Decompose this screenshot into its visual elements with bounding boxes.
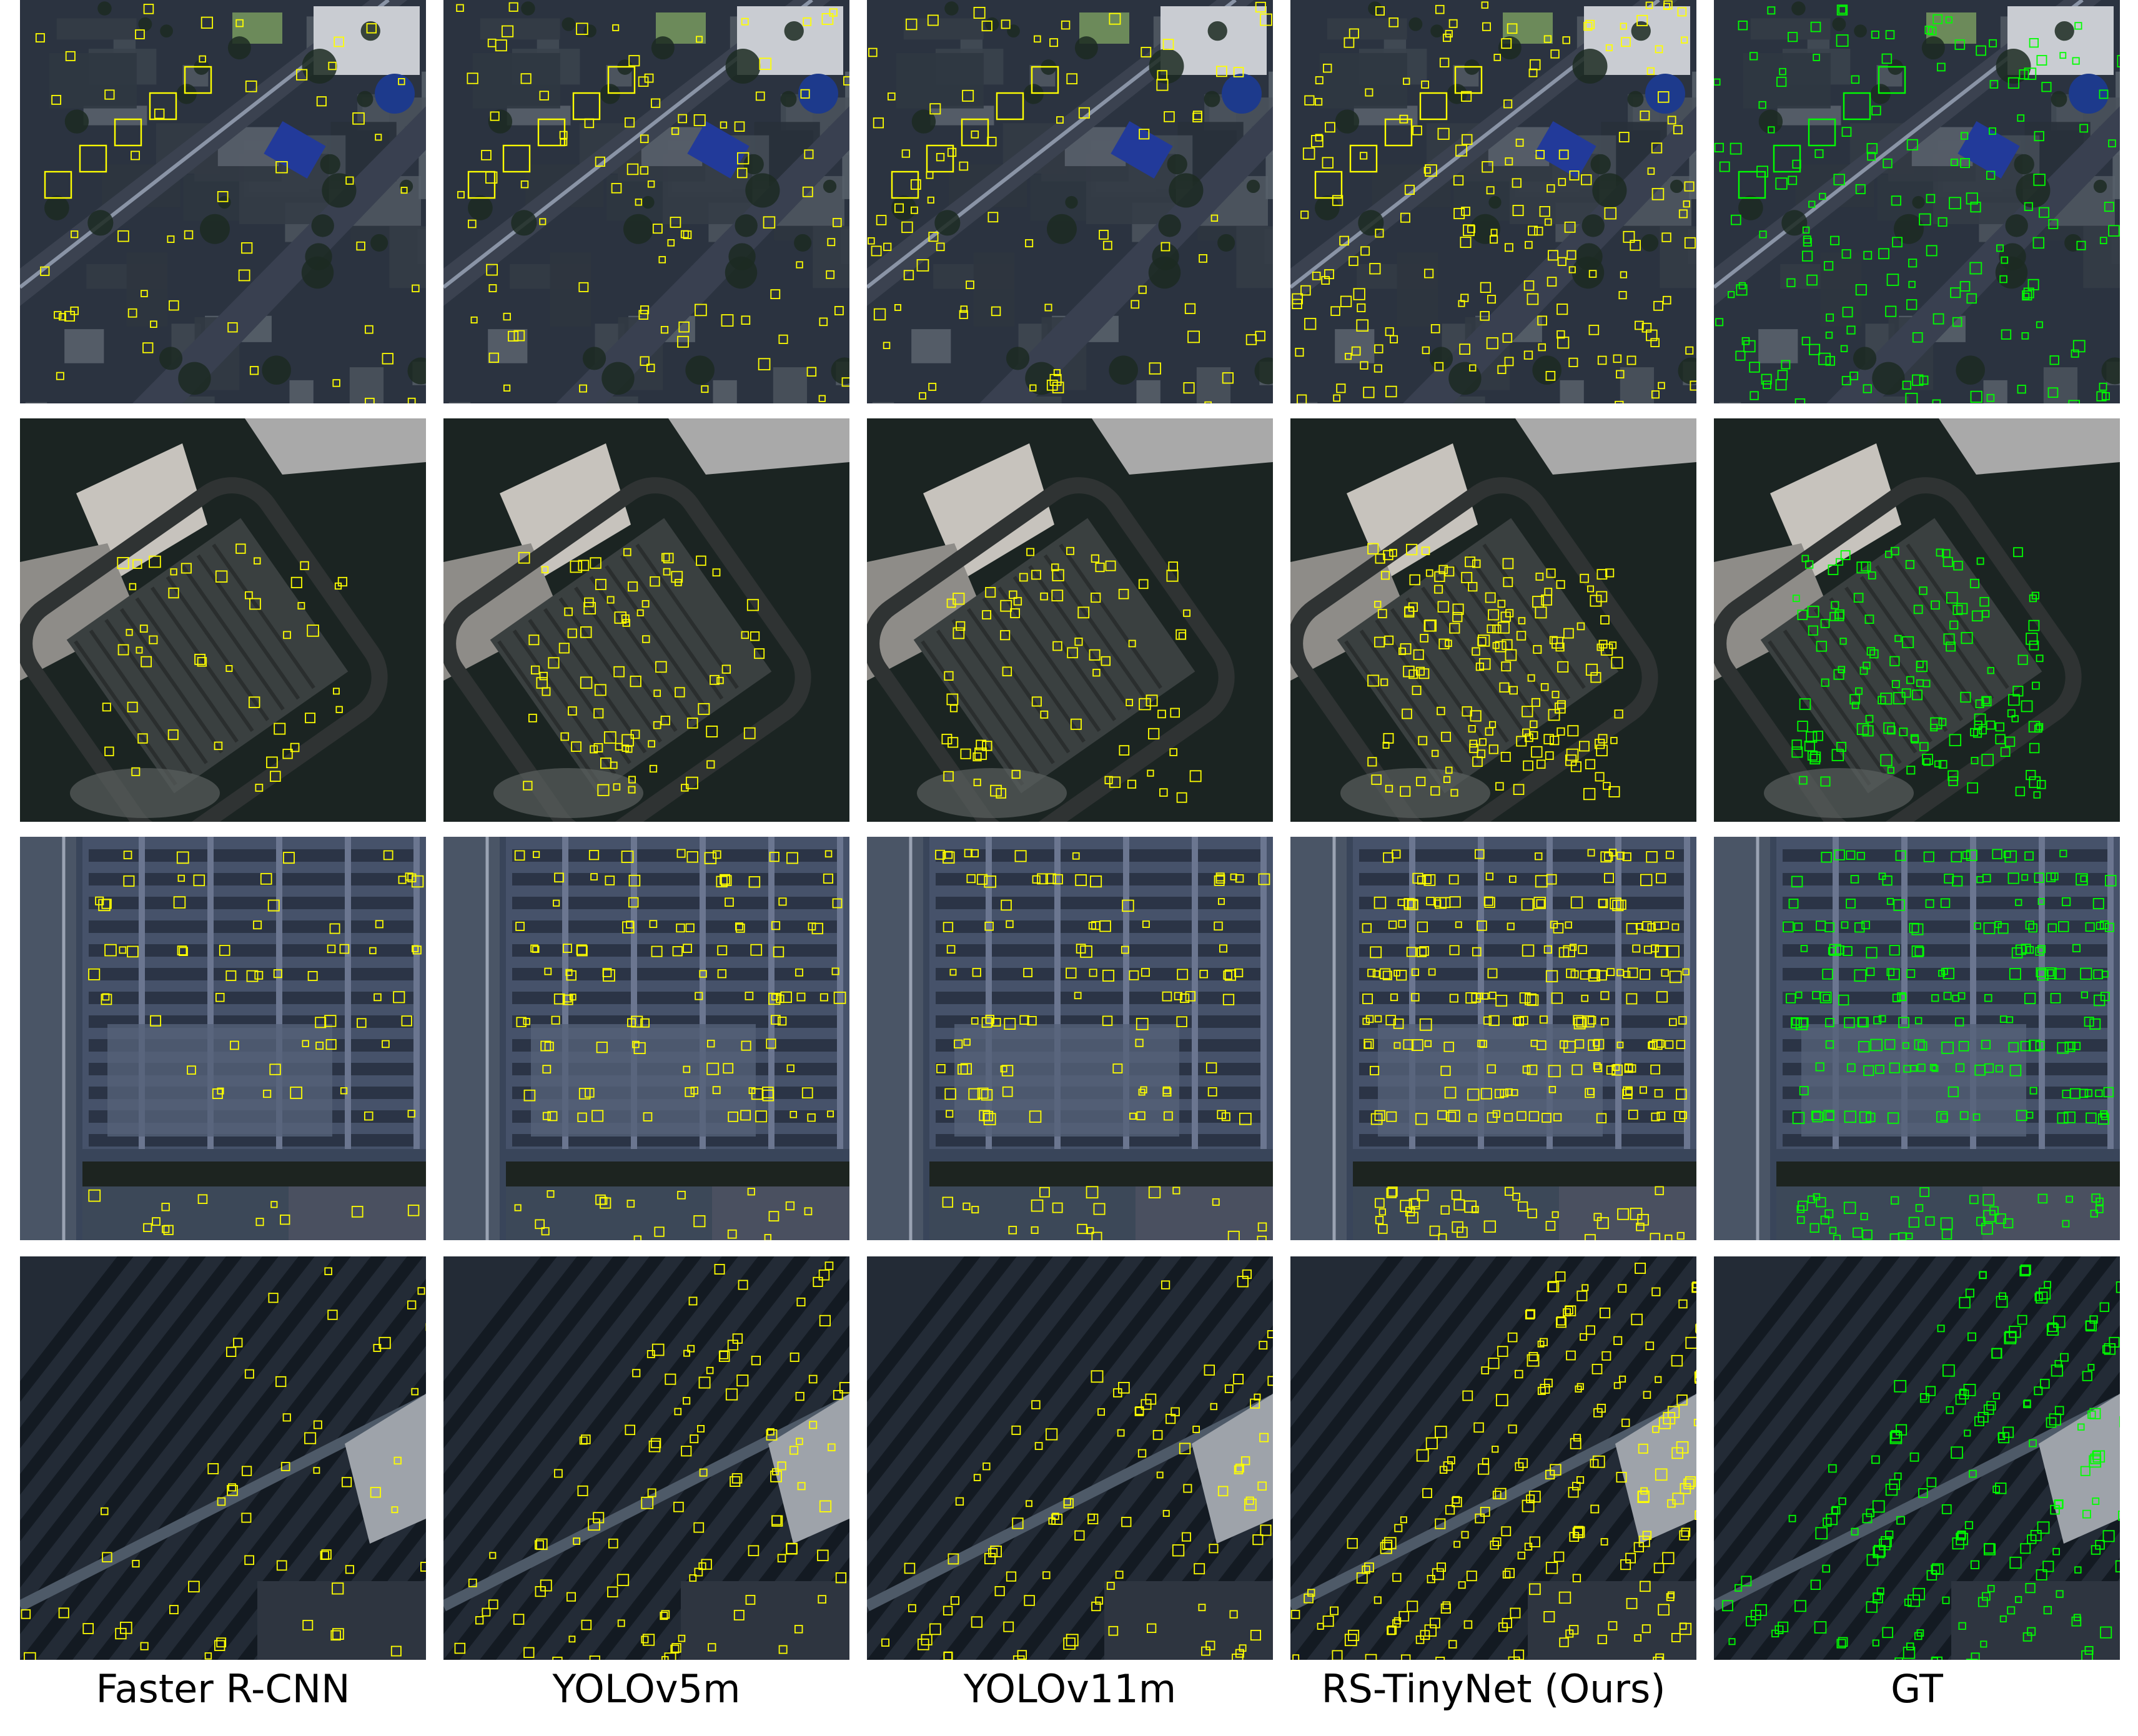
tile-diagonal-parking-lot-2	[867, 1256, 1273, 1660]
tile-large-grid-parking-lot-2	[867, 837, 1273, 1240]
tile-stadium-parking-lot-0	[20, 418, 426, 822]
tile-diagonal-parking-lot-4	[1714, 1256, 2120, 1660]
tile-urban-street-with-parked-cars-4	[1714, 0, 2120, 403]
tile-stadium-parking-lot-1	[443, 418, 849, 822]
tile-diagonal-parking-lot-3	[1290, 1256, 1696, 1660]
column-label-3: RS-TinyNet (Ours)	[1321, 1666, 1666, 1712]
tile-stadium-parking-lot-2	[867, 418, 1273, 822]
tile-stadium-parking-lot-3	[1290, 418, 1696, 822]
tile-urban-street-with-parked-cars-1	[443, 0, 849, 403]
tile-diagonal-parking-lot-0	[20, 1256, 426, 1660]
column-label-2: YOLOv11m	[963, 1666, 1177, 1712]
tile-large-grid-parking-lot-3	[1290, 837, 1696, 1240]
column-label-0: Faster R-CNN	[96, 1666, 350, 1712]
tile-urban-street-with-parked-cars-2	[867, 0, 1273, 403]
column-label-4: GT	[1891, 1666, 1943, 1712]
tile-diagonal-parking-lot-1	[443, 1256, 849, 1660]
column-label-1: YOLOv5m	[552, 1666, 741, 1712]
tile-large-grid-parking-lot-4	[1714, 837, 2120, 1240]
tile-stadium-parking-lot-4	[1714, 418, 2120, 822]
tile-large-grid-parking-lot-0	[20, 837, 426, 1240]
tile-urban-street-with-parked-cars-3	[1290, 0, 1696, 403]
tile-large-grid-parking-lot-1	[443, 837, 849, 1240]
tile-urban-street-with-parked-cars-0	[20, 0, 426, 403]
